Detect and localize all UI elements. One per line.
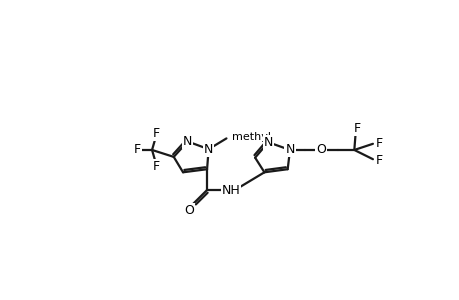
- Text: F: F: [353, 122, 360, 135]
- Text: N: N: [285, 143, 294, 157]
- Text: F: F: [375, 137, 382, 150]
- Text: N: N: [203, 143, 213, 156]
- Text: F: F: [134, 143, 140, 157]
- Text: F: F: [153, 127, 160, 140]
- Text: methyl: methyl: [231, 132, 270, 142]
- Text: N: N: [263, 136, 272, 149]
- Text: O: O: [315, 143, 325, 157]
- Text: NH: NH: [221, 184, 240, 197]
- Text: F: F: [375, 154, 382, 167]
- Text: F: F: [153, 160, 160, 173]
- Text: N: N: [183, 135, 192, 148]
- Text: O: O: [184, 203, 194, 217]
